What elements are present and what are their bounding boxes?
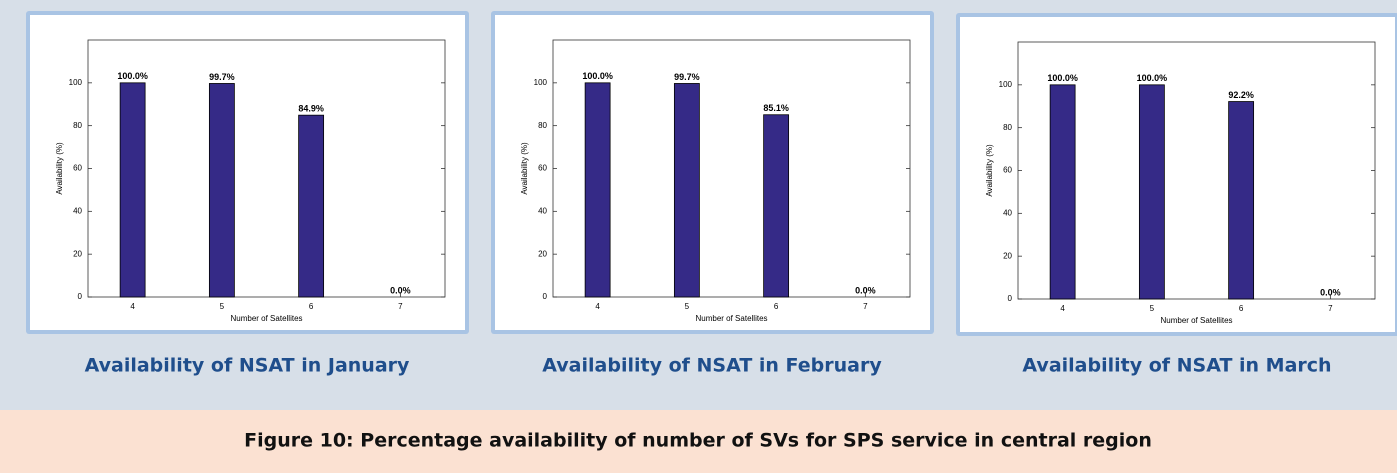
y-axis-label: Availability (%) <box>985 144 994 197</box>
panel <box>960 17 1395 332</box>
y-tick-label: 0 <box>543 292 548 301</box>
y-tick-label: 20 <box>73 249 82 258</box>
chart-caption: Availability of NSAT in February <box>542 355 882 377</box>
value-label: 100.0% <box>1137 73 1168 83</box>
x-tick-label: 5 <box>220 302 225 311</box>
chart-caption: Availability of NSAT in January <box>85 355 410 377</box>
panel <box>30 15 465 330</box>
x-axis-label: Number of Satellites <box>230 314 302 323</box>
bar <box>119 82 146 298</box>
y-axis-label: Availability (%) <box>55 142 64 195</box>
bar <box>584 82 611 298</box>
y-tick-label: 40 <box>73 206 82 215</box>
value-label: 100.0% <box>582 71 613 81</box>
y-tick-label: 60 <box>73 164 82 173</box>
x-tick-label: 7 <box>1328 304 1333 313</box>
x-tick-label: 4 <box>130 302 135 311</box>
y-tick-label: 60 <box>1003 166 1012 175</box>
y-tick-label: 80 <box>1003 123 1012 132</box>
x-tick-label: 6 <box>1239 304 1244 313</box>
bar <box>1228 101 1255 300</box>
value-label: 0.0% <box>1320 287 1341 297</box>
bar <box>298 114 325 298</box>
value-label: 99.7% <box>209 72 235 82</box>
bar <box>1049 84 1076 300</box>
caption-band <box>0 410 1397 473</box>
y-tick-label: 60 <box>538 164 547 173</box>
y-axis-label: Availability (%) <box>520 142 529 195</box>
y-tick-label: 20 <box>1003 251 1012 260</box>
x-tick-label: 6 <box>309 302 314 311</box>
bar <box>673 83 700 298</box>
x-axis-label: Number of Satellites <box>1160 316 1232 325</box>
y-tick-label: 80 <box>73 121 82 130</box>
panel <box>495 15 930 330</box>
figure-caption: Figure 10: Percentage availability of nu… <box>244 430 1152 452</box>
value-label: 99.7% <box>674 72 700 82</box>
x-tick-label: 6 <box>774 302 779 311</box>
chart-caption: Availability of NSAT in March <box>1022 355 1331 377</box>
value-label: 0.0% <box>390 285 411 295</box>
x-tick-label: 5 <box>685 302 690 311</box>
x-tick-label: 4 <box>1060 304 1065 313</box>
y-tick-label: 20 <box>538 249 547 258</box>
y-tick-label: 0 <box>78 292 83 301</box>
y-tick-label: 0 <box>1008 294 1013 303</box>
bar <box>1138 84 1165 300</box>
y-tick-label: 100 <box>534 78 548 87</box>
x-axis-label: Number of Satellites <box>695 314 767 323</box>
y-tick-label: 100 <box>69 78 83 87</box>
value-label: 92.2% <box>1228 90 1254 100</box>
y-tick-label: 40 <box>538 206 547 215</box>
y-tick-label: 80 <box>538 121 547 130</box>
bar <box>208 83 235 298</box>
value-label: 85.1% <box>763 103 789 113</box>
x-tick-label: 4 <box>595 302 600 311</box>
bar <box>763 114 790 298</box>
x-tick-label: 7 <box>398 302 403 311</box>
y-tick-label: 40 <box>1003 208 1012 217</box>
value-label: 84.9% <box>298 104 324 114</box>
x-tick-label: 7 <box>863 302 868 311</box>
y-tick-label: 100 <box>999 80 1013 89</box>
value-label: 100.0% <box>117 71 148 81</box>
x-tick-label: 5 <box>1150 304 1155 313</box>
value-label: 100.0% <box>1047 73 1078 83</box>
value-label: 0.0% <box>855 285 876 295</box>
